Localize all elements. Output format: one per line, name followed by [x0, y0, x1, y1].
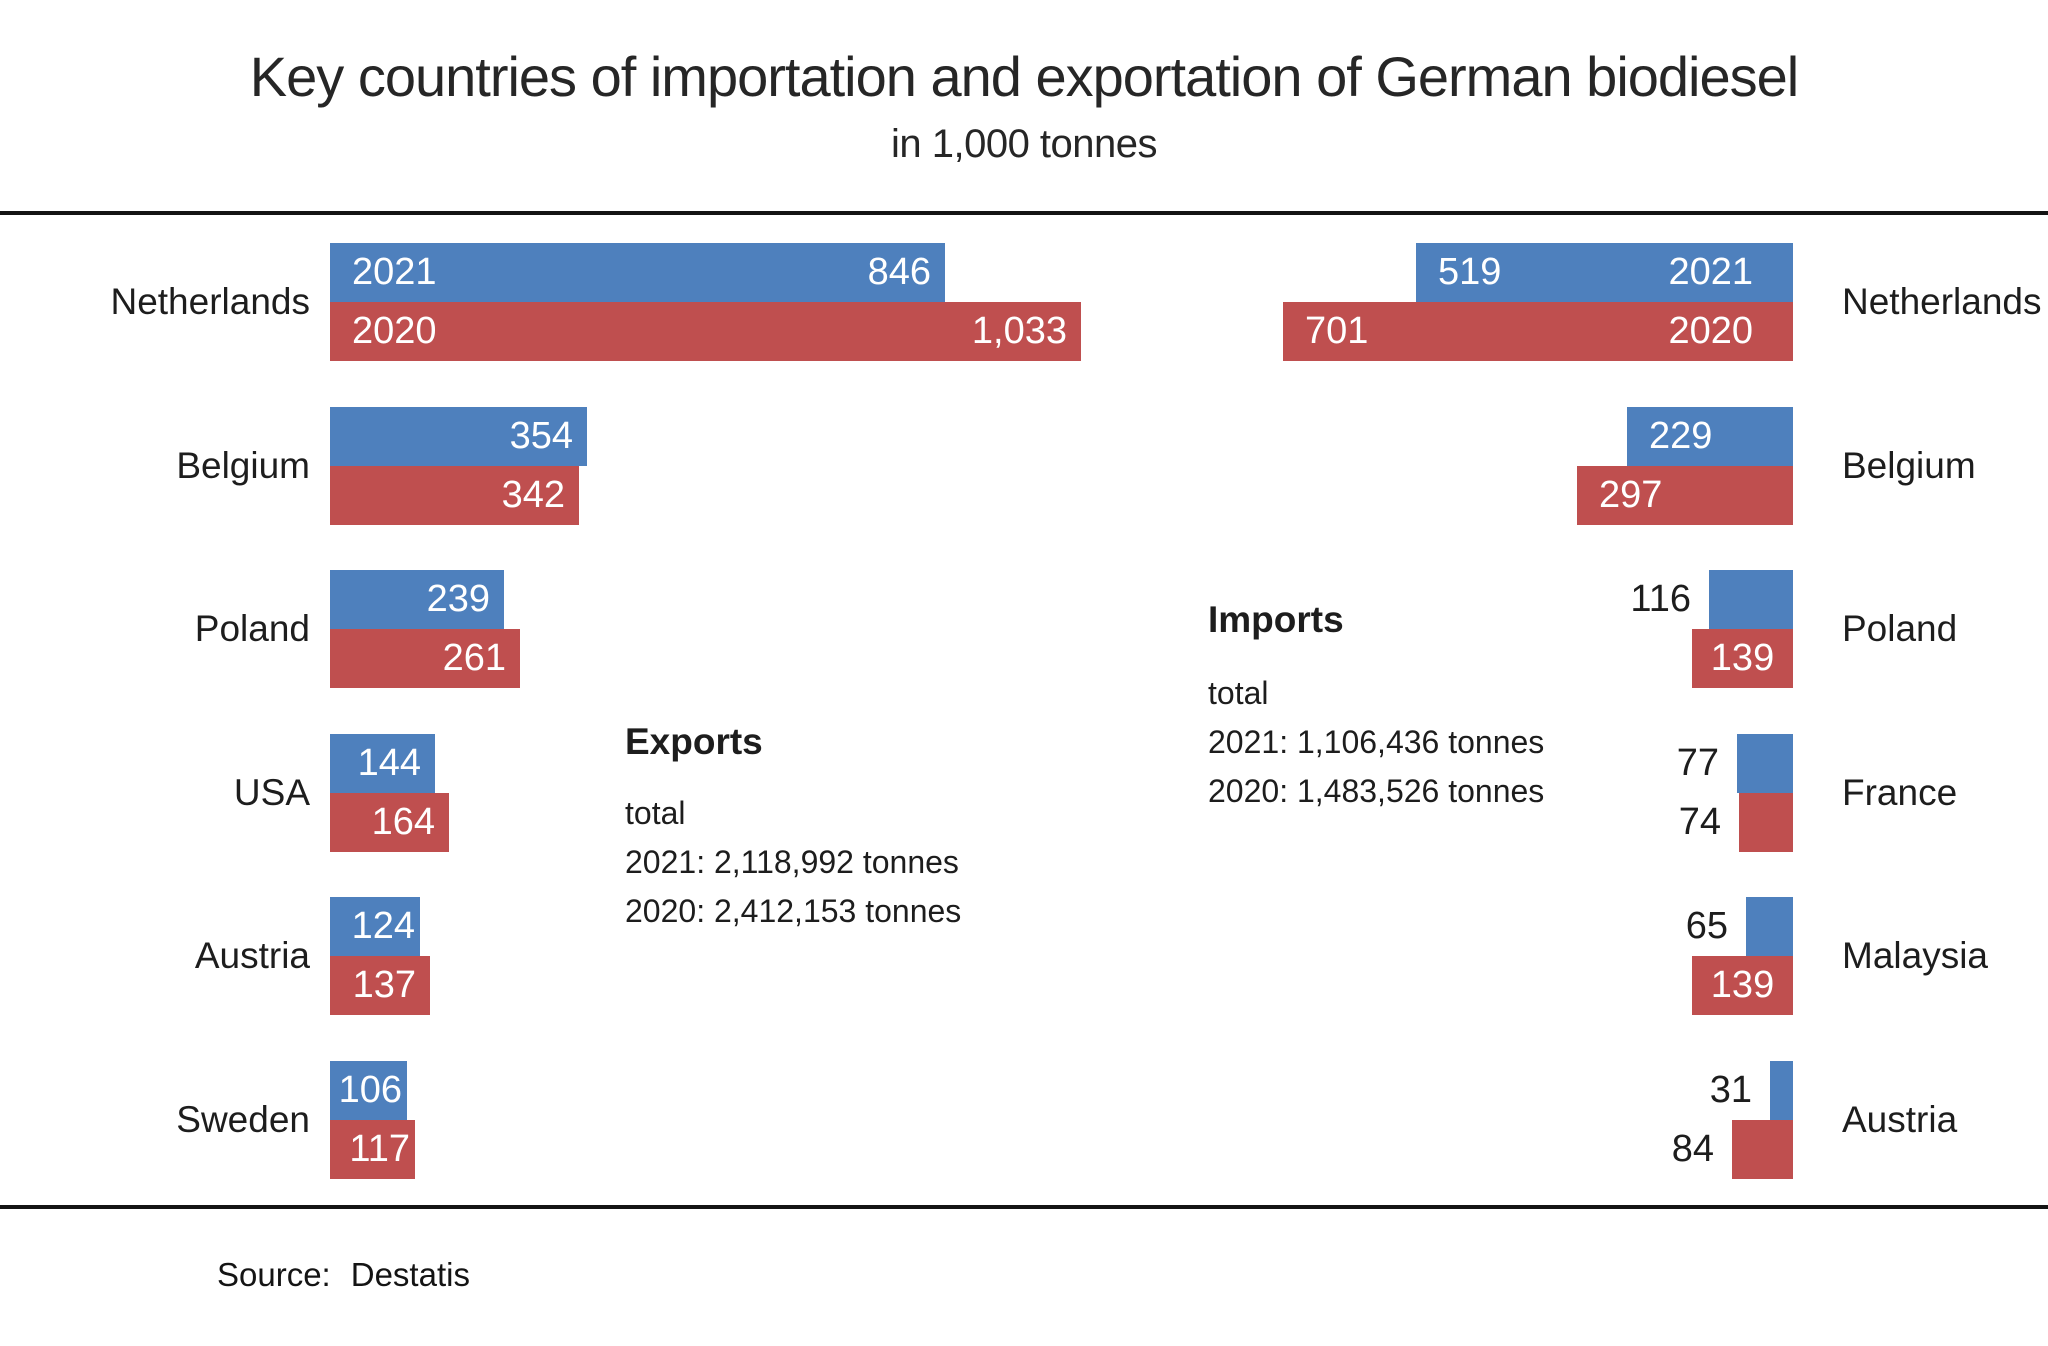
imports-country-label-poland: Poland — [1842, 608, 1958, 649]
imports-bar-austria-2020 — [1732, 1120, 1793, 1179]
exports-bar-usa-2020: 164 — [330, 793, 449, 852]
exports-value-label-poland-2021: 239 — [426, 578, 490, 620]
imports-country-label-france: France — [1842, 772, 1958, 813]
exports-value-label-poland-2020: 261 — [442, 637, 506, 679]
exports-bar-sweden-2021: 106 — [330, 1061, 407, 1120]
imports-bar-poland-2020: 139 — [1692, 629, 1793, 688]
imports-summary-block: Imports — [1208, 599, 1344, 641]
exports-value-label-belgium-2020: 342 — [501, 474, 565, 516]
source-value: Destatis — [350, 1256, 470, 1293]
exports-country-label-austria: Austria — [194, 935, 310, 976]
imports-outside-value-france-2021: 77 — [1676, 742, 1719, 784]
chart-title: Key countries of importation and exporta… — [249, 45, 1799, 108]
imports-country-label-austria: Austria — [1842, 1099, 1958, 1140]
exports-total-label: total — [625, 795, 686, 831]
imports-bar-belgium-2021: 229 — [1627, 407, 1793, 466]
exports-year-label-2020: 2020 — [352, 310, 437, 352]
exports-totals: total 2021: 2,118,992 tonnes 2020: 2,412… — [625, 789, 961, 936]
imports-total-2021: 2021: 1,106,436 tonnes — [1208, 724, 1545, 760]
source-label: Source: — [217, 1256, 331, 1293]
exports-summary-block: Exports — [625, 721, 763, 763]
exports-heading: Exports — [625, 721, 763, 762]
imports-total-2020: 2020: 1,483,526 tonnes — [1208, 773, 1545, 809]
bottom-rule — [0, 1205, 2048, 1209]
exports-bar-belgium-2021: 354 — [330, 407, 587, 466]
imports-total-label: total — [1208, 675, 1269, 711]
imports-value-label-belgium-2021: 229 — [1649, 415, 1713, 457]
exports-bar-poland-2021: 239 — [330, 570, 504, 629]
imports-bar-netherlands-2020: 701 2020 — [1283, 302, 1793, 361]
exports-value-label-belgium-2021: 354 — [509, 415, 573, 457]
exports-bar-netherlands-2021: 2021 846 — [330, 243, 945, 302]
imports-totals: total 2021: 1,106,436 tonnes 2020: 1,483… — [1208, 669, 1544, 816]
exports-country-label-belgium: Belgium — [176, 445, 310, 486]
exports-bar-netherlands-2020: 2020 1,033 — [330, 302, 1081, 361]
exports-value-label-usa-2020: 164 — [371, 801, 435, 843]
imports-bar-malaysia-2021 — [1746, 897, 1793, 956]
imports-year-label-2021: 2021 — [1668, 251, 1753, 293]
imports-value-label-belgium-2020: 297 — [1599, 474, 1663, 516]
imports-value-label-poland-2020: 139 — [1710, 637, 1775, 679]
imports-outside-value-austria-2020: 84 — [1671, 1128, 1714, 1170]
source-note: Source: Destatis — [217, 1256, 470, 1294]
exports-value-label-usa-2021: 144 — [357, 742, 421, 784]
exports-value-label-netherlands-2021: 846 — [867, 251, 931, 293]
imports-value-label-malaysia-2020: 139 — [1710, 964, 1775, 1006]
imports-country-label-malaysia: Malaysia — [1842, 935, 1988, 976]
imports-year-label-2020: 2020 — [1668, 310, 1753, 352]
imports-outside-value-france-2020: 74 — [1678, 801, 1721, 843]
exports-country-label-usa: USA — [233, 772, 310, 813]
imports-value-label-netherlands-2020: 701 — [1305, 310, 1369, 352]
imports-bar-france-2021 — [1737, 734, 1793, 793]
exports-bar-belgium-2020: 342 — [330, 466, 579, 525]
exports-country-label-netherlands: Netherlands — [110, 281, 310, 322]
imports-country-label-netherlands: Netherlands — [1842, 281, 2042, 322]
imports-outside-value-malaysia-2021: 65 — [1685, 905, 1728, 947]
exports-bar-austria-2020: 137 — [330, 956, 430, 1015]
imports-bar-france-2020 — [1739, 793, 1793, 852]
exports-value-label-sweden-2020: 117 — [349, 1128, 410, 1170]
imports-heading: Imports — [1208, 599, 1344, 640]
exports-country-label-poland: Poland — [194, 608, 310, 649]
exports-country-label-sweden: Sweden — [176, 1099, 310, 1140]
exports-value-label-netherlands-2020: 1,033 — [971, 310, 1067, 352]
exports-value-label-austria-2020: 137 — [352, 964, 416, 1006]
exports-bar-poland-2020: 261 — [330, 629, 520, 688]
exports-bar-usa-2021: 144 — [330, 734, 435, 793]
imports-bar-netherlands-2021: 519 2021 — [1416, 243, 1793, 302]
imports-bar-malaysia-2020: 139 — [1692, 956, 1793, 1015]
imports-bar-poland-2021 — [1709, 570, 1793, 629]
chart-subtitle: in 1,000 tonnes — [890, 122, 1158, 166]
exports-total-2020: 2020: 2,412,153 tonnes — [625, 893, 962, 929]
exports-year-label-2021: 2021 — [352, 251, 437, 293]
imports-bar-austria-2021 — [1770, 1061, 1793, 1120]
imports-outside-value-austria-2021: 31 — [1709, 1069, 1752, 1111]
exports-value-label-sweden-2021: 106 — [338, 1069, 402, 1111]
exports-value-label-austria-2021: 124 — [351, 905, 415, 947]
exports-bar-sweden-2020: 117 — [330, 1120, 415, 1179]
top-rule — [0, 211, 2048, 215]
exports-bar-austria-2021: 124 — [330, 897, 420, 956]
exports-total-2021: 2021: 2,118,992 tonnes — [625, 844, 959, 880]
imports-bar-belgium-2020: 297 — [1577, 466, 1793, 525]
imports-country-label-belgium: Belgium — [1842, 445, 1976, 486]
imports-value-label-netherlands-2021: 519 — [1438, 251, 1502, 293]
imports-outside-value-poland-2021: 116 — [1630, 578, 1691, 620]
